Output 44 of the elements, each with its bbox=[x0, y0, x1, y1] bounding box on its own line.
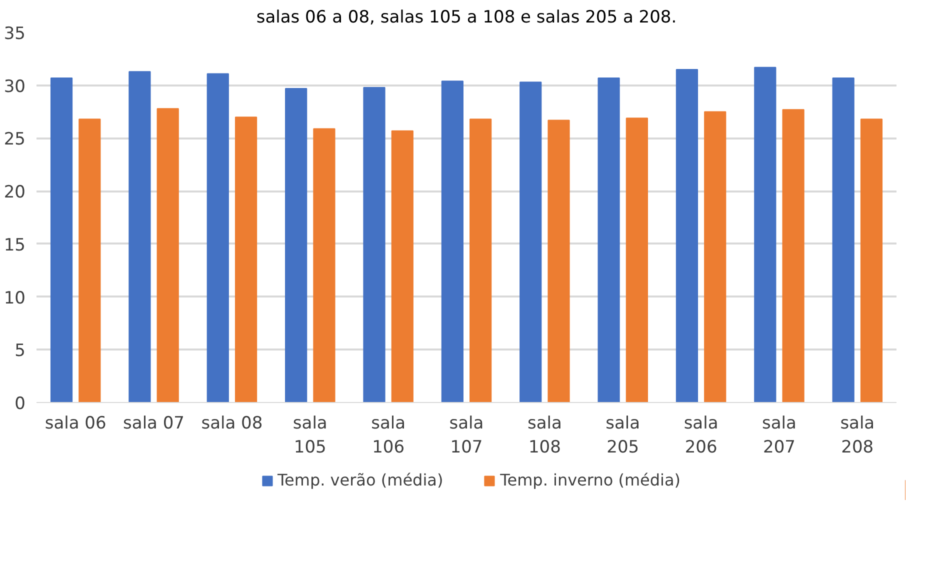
bar bbox=[206, 73, 229, 402]
x-tick-label: sala 08 bbox=[201, 414, 263, 434]
bar bbox=[78, 118, 101, 402]
bar bbox=[598, 77, 620, 402]
bar bbox=[626, 118, 648, 402]
y-tick-label: 25 bbox=[4, 130, 26, 150]
y-tick-label: 10 bbox=[4, 288, 26, 308]
bar bbox=[520, 82, 542, 402]
x-tick-label: sala 07 bbox=[123, 414, 184, 434]
bar bbox=[391, 130, 414, 402]
x-tick-label: sala 207 bbox=[762, 414, 796, 458]
bar bbox=[156, 108, 179, 402]
y-tick-label: 20 bbox=[4, 182, 26, 203]
bar bbox=[676, 69, 698, 402]
x-tick-label: sala 205 bbox=[606, 414, 640, 458]
bar bbox=[285, 88, 308, 402]
y-tick-label: 15 bbox=[4, 235, 26, 256]
x-tick-label: sala 206 bbox=[684, 414, 718, 458]
bar bbox=[50, 77, 73, 402]
x-tick-label: sala 06 bbox=[44, 414, 106, 434]
bar bbox=[782, 109, 804, 402]
y-tick-label: 30 bbox=[4, 76, 26, 97]
bar bbox=[860, 118, 883, 402]
chart-title: salas 06 a 08, salas 105 a 108 e salas 205 a 208. bbox=[256, 8, 677, 28]
bar bbox=[754, 66, 776, 402]
bar bbox=[832, 77, 854, 402]
y-tick-label: 35 bbox=[4, 24, 26, 44]
x-tick-label: sala 106 bbox=[371, 414, 406, 458]
x-tick-label: sala 108 bbox=[527, 414, 562, 458]
bar bbox=[313, 128, 336, 402]
y-tick-label: 5 bbox=[14, 341, 26, 362]
bar bbox=[363, 86, 386, 402]
bar bbox=[441, 80, 464, 402]
bar bbox=[548, 120, 570, 402]
bar bbox=[704, 111, 726, 402]
bar bbox=[234, 116, 258, 402]
legend-label: Temp. inverno (média) bbox=[500, 470, 681, 490]
y-tick-label: 0 bbox=[14, 394, 26, 414]
bar bbox=[128, 71, 151, 402]
legend-label: Temp. verão (média) bbox=[277, 470, 444, 490]
x-tick-label: sala 107 bbox=[449, 414, 484, 458]
x-tick-label: sala 208 bbox=[840, 414, 875, 458]
x-tick-label: sala 105 bbox=[292, 414, 328, 458]
bar bbox=[470, 118, 492, 402]
